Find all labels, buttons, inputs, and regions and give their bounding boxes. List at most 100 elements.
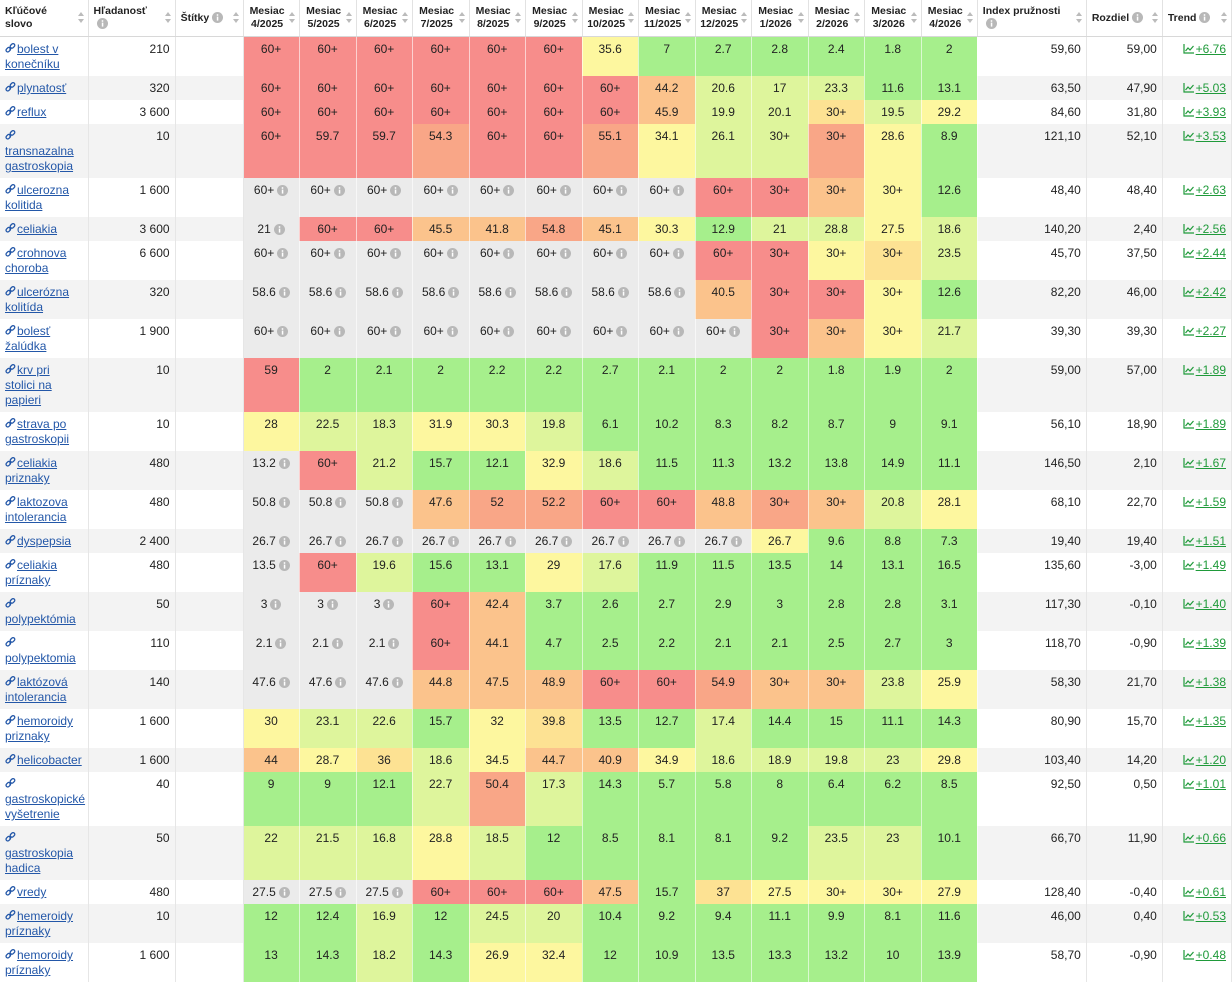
info-icon[interactable] (616, 248, 627, 259)
info-icon[interactable] (335, 497, 346, 508)
column-header[interactable]: Hľadanosť (88, 0, 175, 37)
info-icon[interactable] (334, 185, 345, 196)
info-icon[interactable] (388, 638, 399, 649)
trend-link[interactable]: +1.01 (1196, 777, 1226, 791)
info-icon[interactable] (335, 677, 346, 688)
trend-link[interactable]: +1.89 (1196, 363, 1226, 377)
column-header[interactable]: Mesiac 6/2025 (356, 0, 412, 37)
info-icon[interactable] (503, 248, 514, 259)
info-icon[interactable] (392, 536, 403, 547)
column-header[interactable]: Mesiac 8/2025 (469, 0, 525, 37)
info-icon[interactable] (390, 185, 401, 196)
info-icon[interactable] (560, 248, 571, 259)
trend-link[interactable]: +1.35 (1196, 714, 1226, 728)
info-icon[interactable] (97, 18, 108, 29)
info-icon[interactable] (1132, 12, 1143, 23)
info-icon[interactable] (212, 12, 223, 23)
trend-link[interactable]: +2.63 (1196, 183, 1226, 197)
info-icon[interactable] (279, 287, 290, 298)
info-icon[interactable] (334, 326, 345, 337)
info-icon[interactable] (561, 536, 572, 547)
column-header[interactable]: Rozdiel (1086, 0, 1162, 37)
info-icon[interactable] (729, 326, 740, 337)
info-icon[interactable] (505, 287, 516, 298)
trend-link[interactable]: +0.61 (1196, 885, 1226, 899)
column-header[interactable]: Mesiac 2/2026 (808, 0, 864, 37)
column-header[interactable]: Mesiac 7/2025 (412, 0, 469, 37)
info-icon[interactable] (505, 536, 516, 547)
trend-link[interactable]: +1.39 (1196, 636, 1226, 650)
info-icon[interactable] (279, 887, 290, 898)
trend-link[interactable]: +1.89 (1196, 417, 1226, 431)
trend-link[interactable]: +3.93 (1196, 105, 1226, 119)
trend-link[interactable]: +5.03 (1196, 81, 1226, 95)
info-icon[interactable] (390, 248, 401, 259)
info-icon[interactable] (674, 536, 685, 547)
keyword-link[interactable]: transnazalna gastroskopia (5, 144, 74, 173)
info-icon[interactable] (731, 536, 742, 547)
info-icon[interactable] (448, 536, 459, 547)
info-icon[interactable] (275, 638, 286, 649)
column-header[interactable]: Mesiac 4/2025 (243, 0, 299, 37)
info-icon[interactable] (618, 287, 629, 298)
keyword-link[interactable]: celiakia (17, 222, 57, 236)
keyword-link[interactable]: plynatosť (17, 81, 66, 95)
keyword-link[interactable]: gastroskopia hadica (5, 846, 73, 875)
column-header[interactable]: Mesiac 10/2025 (582, 0, 638, 37)
info-icon[interactable] (618, 536, 629, 547)
column-header[interactable]: Kľúčové slovo (0, 0, 88, 37)
column-header[interactable]: Index pružnosti (977, 0, 1086, 37)
info-icon[interactable] (279, 560, 290, 571)
info-icon[interactable] (560, 185, 571, 196)
trend-link[interactable]: +1.20 (1196, 753, 1226, 767)
keyword-link[interactable]: gastroskopické vyšetrenie (5, 792, 85, 821)
keyword-link[interactable]: dyspepsia (17, 534, 71, 548)
trend-link[interactable]: +6.76 (1196, 42, 1226, 56)
info-icon[interactable] (673, 185, 684, 196)
info-icon[interactable] (392, 287, 403, 298)
trend-link[interactable]: +1.59 (1196, 495, 1226, 509)
info-icon[interactable] (383, 599, 394, 610)
info-icon[interactable] (279, 536, 290, 547)
info-icon[interactable] (616, 326, 627, 337)
info-icon[interactable] (503, 326, 514, 337)
column-header[interactable]: Mesiac 5/2025 (299, 0, 356, 37)
info-icon[interactable] (447, 248, 458, 259)
info-icon[interactable] (447, 326, 458, 337)
trend-link[interactable]: +1.38 (1196, 675, 1226, 689)
info-icon[interactable] (335, 887, 346, 898)
trend-link[interactable]: +2.56 (1196, 222, 1226, 236)
info-icon[interactable] (335, 287, 346, 298)
info-icon[interactable] (390, 326, 401, 337)
info-icon[interactable] (1199, 12, 1210, 23)
column-header[interactable]: Mesiac 1/2026 (751, 0, 808, 37)
info-icon[interactable] (279, 677, 290, 688)
info-icon[interactable] (392, 497, 403, 508)
keyword-link[interactable]: polypektómia (5, 612, 76, 626)
column-header[interactable]: Štítky (175, 0, 243, 37)
keyword-link[interactable]: polypektomia (5, 651, 76, 665)
trend-link[interactable]: +3.53 (1196, 129, 1226, 143)
trend-link[interactable]: +1.67 (1196, 456, 1226, 470)
keyword-link[interactable]: helicobacter (17, 753, 82, 767)
column-header[interactable]: Mesiac 4/2026 (921, 0, 977, 37)
info-icon[interactable] (279, 458, 290, 469)
info-icon[interactable] (277, 185, 288, 196)
info-icon[interactable] (327, 599, 338, 610)
info-icon[interactable] (392, 677, 403, 688)
info-icon[interactable] (674, 287, 685, 298)
info-icon[interactable] (616, 185, 627, 196)
keyword-link[interactable]: vredy (17, 885, 46, 899)
info-icon[interactable] (277, 326, 288, 337)
trend-link[interactable]: +2.27 (1196, 324, 1226, 338)
info-icon[interactable] (279, 497, 290, 508)
trend-link[interactable]: +0.48 (1196, 948, 1226, 962)
info-icon[interactable] (447, 185, 458, 196)
info-icon[interactable] (673, 326, 684, 337)
trend-link[interactable]: +2.44 (1196, 246, 1226, 260)
info-icon[interactable] (335, 536, 346, 547)
info-icon[interactable] (277, 248, 288, 259)
column-header[interactable]: Mesiac 3/2026 (864, 0, 921, 37)
trend-link[interactable]: +0.66 (1196, 831, 1226, 845)
info-icon[interactable] (561, 287, 572, 298)
